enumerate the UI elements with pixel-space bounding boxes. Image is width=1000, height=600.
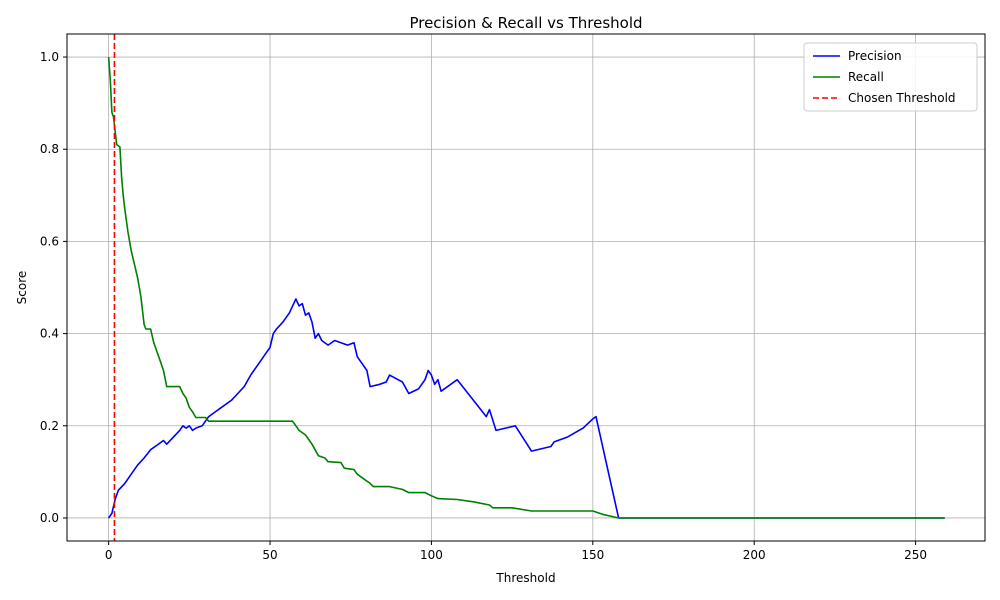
precision-line	[107, 298, 945, 519]
y-axis-label: Score	[15, 271, 29, 305]
x-tick-label: 0	[105, 548, 113, 562]
chart-title: Precision & Recall vs Threshold	[409, 14, 642, 32]
y-tick-label: 0.6	[40, 234, 59, 248]
y-tick-label: 0.2	[40, 419, 59, 433]
legend-label-recall: Recall	[848, 70, 884, 84]
x-tick-label: 100	[420, 548, 443, 562]
legend: Precision Recall Chosen Threshold	[803, 42, 978, 112]
ticks: 0 50 100 150 200 250 0.0 0.2 0.4 0.6 0.8 1.0	[40, 50, 927, 562]
x-tick-label: 200	[743, 548, 766, 562]
x-tick-label: 50	[262, 548, 277, 562]
plot-frame	[66, 33, 986, 542]
x-axis-label: Threshold	[495, 571, 555, 585]
legend-label-chosen-threshold: Chosen Threshold	[848, 91, 956, 105]
series-layer	[107, 34, 945, 541]
recall-line	[107, 56, 945, 519]
y-tick-label: 0.0	[40, 511, 59, 525]
x-tick-label: 150	[581, 548, 604, 562]
y-tick-label: 1.0	[40, 50, 59, 64]
y-tick-label: 0.4	[40, 327, 59, 341]
y-tick-label: 0.8	[40, 142, 59, 156]
x-tick-label: 250	[904, 548, 927, 562]
legend-box	[803, 42, 978, 112]
legend-label-precision: Precision	[848, 49, 902, 63]
